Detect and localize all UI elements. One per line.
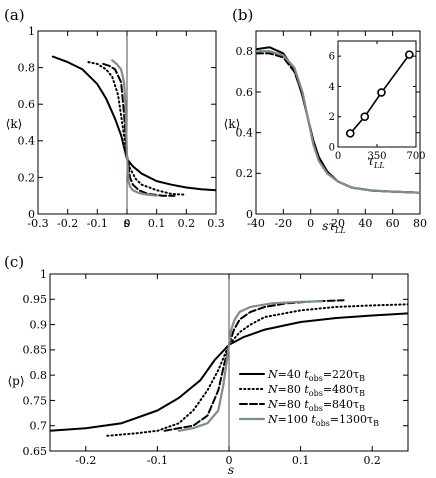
legend-label-1: N=80 tobs=480τB [267,383,365,398]
inset-plot: 0 350 700 0 2 4 6 [329,40,426,162]
chart3-xtick-label: -0.1 [147,454,168,467]
chart0-series-3-line [111,59,158,197]
chart3-series-0-line [50,312,408,432]
chart0-xtick-label: -0.1 [87,217,108,230]
chart1-series-3-line [256,50,420,194]
panel-a-xlabel: s [124,216,130,230]
chart1-xtick-label: 60 [386,217,400,230]
chart1-xtick-label: -40 [247,217,265,230]
chart0-xtick-label: -0.2 [57,217,78,230]
panel-a-plot: -0.3 -0.2 -0.1 0 0.1 0.2 0.3 0 0.2 0.4 0.6 0.8 1 [18,25,225,230]
chart0-ytick-label: 0.4 [18,135,36,148]
chart0-xtick-label: 0.1 [148,217,166,230]
panel-c: (c) ⟨p⟩ s -0.2 -0.1 0 0.1 0.2 0.65 0.7 0.75 0.8 0… [4,253,409,477]
chart1-xtick-label: 80 [413,217,427,230]
chart0-ytick-label: 1 [28,25,35,38]
panel-a-ylabel: ⟨k⟩ [6,117,23,131]
inset-xlabel: τLL [367,154,384,170]
chart1-ytick-label: 0.4 [236,127,254,140]
panel-c-plot: -0.2 -0.1 0 0.1 0.2 0.65 0.7 0.75 0.8 0.85 0.9 0.95… [23,268,409,467]
chart3-ytick-label: 0.95 [23,293,48,306]
chart3-series-3-line [177,300,324,432]
chart2-ytick-label: 6 [329,52,335,63]
panel-b-ylabel: ⟨k⟩ [224,117,241,131]
chart0-ytick-label: 0.6 [18,98,36,111]
chart3-ytick-label: 0.8 [30,369,48,382]
chart3-ytick-label: 0.85 [23,344,48,357]
chart1-xtick-label: -20 [274,217,292,230]
chart3-xtick-label: 0.2 [363,454,381,467]
panel-c-label: (c) [4,253,24,271]
chart2-point [345,129,355,138]
chart0-ytick-label: 0.8 [18,61,36,74]
chart1-ytick-label: 0.2 [236,167,254,180]
chart0-ytick-label: 0 [28,208,35,221]
chart1-xtick-label: 20 [331,217,345,230]
chart2-xtick-label: 350 [367,151,386,162]
chart3-ytick-label: 0.75 [23,394,48,407]
chart2-xtick-label: 700 [406,151,425,162]
panel-a-label: (a) [4,6,25,24]
chart2-point [405,50,414,59]
chart1-ytick-label: 0.8 [236,45,254,58]
panel-b-xlabel-main: sτ [322,219,335,233]
panel-c-xlabel: s [228,463,234,477]
chart2-point [377,88,386,97]
chart3-ytick-label: 1 [40,268,47,281]
panel-a: (a) ⟨k⟩ s -0.3 -0.2 -0.1 0 0.1 0.2 0.3 0 0.2 0.4 0… [4,6,225,230]
legend-label-2: N=80 tobs=840τB [267,398,365,413]
legend-label-0: N=40 tobs=220τB [267,368,365,383]
chart2-point [360,112,370,122]
inset-xlabel-main: τ [367,154,374,168]
chart0-xtick-label: 0.2 [178,217,196,230]
panel-b-xlabel-sub: LL [334,226,346,235]
chart2-ytick-label: 0 [329,143,335,154]
chart3-xtick-label: -0.2 [75,454,96,467]
chart0-ytick-label: 0.2 [18,171,36,184]
legend-label-3: N=100 tobs=1300τB [267,413,379,428]
chart2-xtick-label: 0 [335,151,341,162]
chart1-ytick-label: 0 [246,208,253,221]
chart0-xtick-label: -0.3 [27,217,48,230]
chart3-series-2-line [163,299,345,432]
chart1-ytick-label: 0.6 [236,86,254,99]
chart3-ytick-label: 0.65 [23,445,48,458]
chart3-xtick-label: 0 [226,454,233,467]
chart3-ytick-label: 0.7 [30,420,48,433]
panel-b-xlabel: sτLL [322,219,345,235]
chart0-xtick-label: 0.3 [207,217,225,230]
chart3-ytick-label: 0.9 [30,318,48,331]
panel-c-ylabel: ⟨p⟩ [7,374,24,388]
chart2-ytick-label: 4 [329,82,335,93]
chart1-xtick-label: 0 [307,217,314,230]
panel-b-label: (b) [232,6,253,24]
chart0-xtick-label: 0 [124,217,131,230]
chart1-xtick-label: 40 [358,217,372,230]
chart2-series-0-line [349,53,411,135]
chart2-ytick-label: 2 [329,112,335,123]
inset-xlabel-sub: LL [373,161,385,170]
chart3-xtick-label: 0.1 [292,454,310,467]
